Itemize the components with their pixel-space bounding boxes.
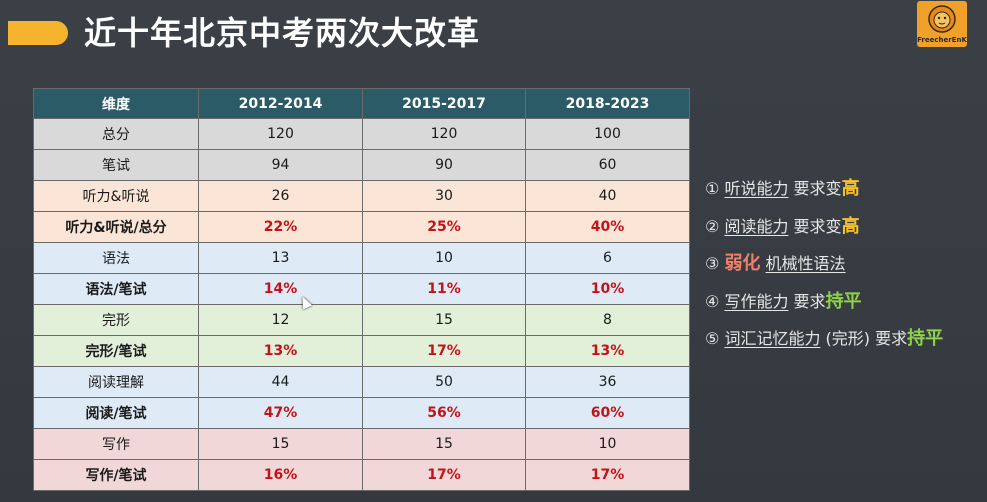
column-header: 2012-2014 xyxy=(198,88,363,119)
logo-text: FreecherEnK xyxy=(917,36,967,44)
table-row: 语法 13 10 6 xyxy=(33,242,690,274)
table-cell: 100 xyxy=(525,118,690,150)
percent-cell: 17% xyxy=(362,335,526,367)
row-label: 写作 xyxy=(33,428,199,460)
table-row: 总分 120 120 100 xyxy=(33,118,690,150)
note-subject: 阅读能力 xyxy=(724,216,789,236)
note-subject: 写作能力 xyxy=(724,291,789,311)
percent-cell: 25% xyxy=(362,211,526,243)
note-subject: 词汇记忆能力 xyxy=(724,329,821,348)
table-row: 阅读/笔试 47% 56% 60% xyxy=(33,397,690,429)
table-cell: 15 xyxy=(362,304,526,336)
note-item: ⑤ 词汇记忆能力 (完形) 要求持平 xyxy=(705,320,985,358)
note-item: ④ 写作能力 要求持平 xyxy=(705,283,985,321)
table-cell: 94 xyxy=(198,149,363,181)
row-label: 语法 xyxy=(33,242,199,274)
percent-cell: 60% xyxy=(525,397,690,429)
table-cell: 15 xyxy=(362,428,526,460)
note-item: ① 听说能力 要求变高 xyxy=(705,170,985,208)
percent-cell: 13% xyxy=(198,335,363,367)
percent-cell: 16% xyxy=(198,459,363,491)
table-cell: 6 xyxy=(525,242,690,274)
note-highlight: 高 xyxy=(841,178,860,199)
table-cell: 30 xyxy=(362,180,526,212)
table-cell: 15 xyxy=(198,428,363,460)
note-number: ④ xyxy=(705,291,720,311)
note-highlight: 弱化 xyxy=(724,253,761,274)
row-label: 听力&听说/总分 xyxy=(33,211,199,243)
table-cell: 44 xyxy=(198,366,363,398)
note-text: 要求变 xyxy=(793,216,842,236)
percent-cell: 11% xyxy=(362,273,526,305)
note-text: 要求变 xyxy=(793,179,842,198)
note-highlight: 持平 xyxy=(825,290,862,312)
table-row: 语法/笔试 14% 11% 10% xyxy=(33,273,690,305)
note-highlight: 高 xyxy=(841,215,860,237)
percent-cell: 40% xyxy=(525,211,690,243)
percent-cell: 17% xyxy=(362,459,526,491)
row-label: 笔试 xyxy=(33,149,199,181)
note-number: ③ xyxy=(705,254,720,273)
table-row: 完形 12 15 8 xyxy=(33,304,690,336)
table-cell: 10 xyxy=(362,242,526,274)
note-paren: (完形) xyxy=(825,329,871,348)
note-item: ③ 弱化 机械性语法 xyxy=(705,245,985,283)
note-number: ② xyxy=(705,216,720,236)
note-text: 要求 xyxy=(875,329,908,348)
row-label: 语法/笔试 xyxy=(33,273,199,305)
table-row: 完形/笔试 13% 17% 13% xyxy=(33,335,690,367)
table-cell: 120 xyxy=(362,118,526,150)
table-cell: 60 xyxy=(525,149,690,181)
table-cell: 8 xyxy=(525,304,690,336)
percent-cell: 22% xyxy=(198,211,363,243)
row-label: 阅读理解 xyxy=(33,366,199,398)
table-cell: 26 xyxy=(198,180,363,212)
percent-cell: 10% xyxy=(525,273,690,305)
table-cell: 10 xyxy=(525,428,690,460)
table-row: 阅读理解 44 50 36 xyxy=(33,366,690,398)
percent-cell: 17% xyxy=(525,459,690,491)
table-cell: 36 xyxy=(525,366,690,398)
column-header: 维度 xyxy=(33,88,199,119)
note-text: 要求 xyxy=(793,291,826,311)
reform-notes-list: ① 听说能力 要求变高 ② 阅读能力 要求变高 ③ 弱化 机械性语法 ④ 写作能… xyxy=(705,170,985,358)
table-cell: 13 xyxy=(198,242,363,274)
row-label: 阅读/笔试 xyxy=(33,397,199,429)
table-cell: 40 xyxy=(525,180,690,212)
reform-comparison-table: 维度 2012-2014 2015-2017 2018-2023 总分 120 … xyxy=(33,88,690,491)
title-accent-bar xyxy=(8,21,68,45)
table-row: 写作/笔试 16% 17% 17% xyxy=(33,459,690,491)
note-highlight: 持平 xyxy=(907,328,944,349)
table-header-row: 维度 2012-2014 2015-2017 2018-2023 xyxy=(33,88,690,119)
row-label: 完形/笔试 xyxy=(33,335,199,367)
note-item: ② 阅读能力 要求变高 xyxy=(705,208,985,246)
page-title: 近十年北京中考两次大改革 xyxy=(84,14,481,52)
table-row: 笔试 94 90 60 xyxy=(33,149,690,181)
row-label: 总分 xyxy=(33,118,199,150)
column-header: 2018-2023 xyxy=(525,88,690,119)
note-number: ⑤ xyxy=(705,329,720,348)
percent-cell: 14% xyxy=(198,273,363,305)
table-cell: 12 xyxy=(198,304,363,336)
row-label: 写作/笔试 xyxy=(33,459,199,491)
percent-cell: 56% xyxy=(362,397,526,429)
table-row: 听力&听说/总分 22% 25% 40% xyxy=(33,211,690,243)
logo: FreecherEnK xyxy=(917,1,967,47)
table-cell: 90 xyxy=(362,149,526,181)
table-cell: 120 xyxy=(198,118,363,150)
table-cell: 50 xyxy=(362,366,526,398)
row-label: 完形 xyxy=(33,304,199,336)
lion-logo-icon xyxy=(928,5,956,33)
note-subject: 机械性语法 xyxy=(765,254,846,273)
table-row: 听力&听说 26 30 40 xyxy=(33,180,690,212)
percent-cell: 47% xyxy=(198,397,363,429)
column-header: 2015-2017 xyxy=(362,88,526,119)
note-subject: 听说能力 xyxy=(724,179,789,198)
percent-cell: 13% xyxy=(525,335,690,367)
note-number: ① xyxy=(705,179,720,198)
table-row: 写作 15 15 10 xyxy=(33,428,690,460)
row-label: 听力&听说 xyxy=(33,180,199,212)
